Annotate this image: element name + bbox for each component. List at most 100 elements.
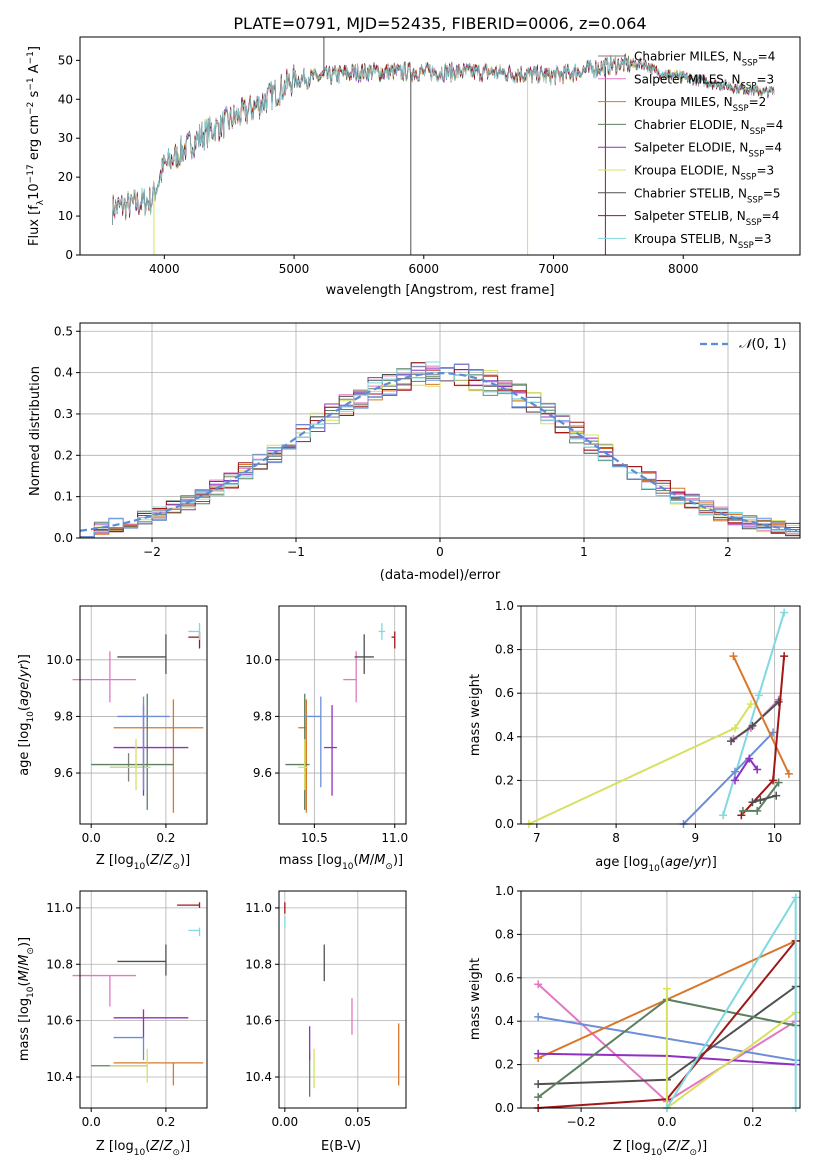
y-tick-label: 0.6 bbox=[495, 686, 514, 700]
x-tick-label: 0.2 bbox=[743, 1115, 762, 1129]
histogram-axes: −2 −1 0 1 2 0.0 0.1 0.2 0.3 0.4 0.5 bbox=[54, 324, 732, 559]
spectrum-ylabel: Flux [fλ10−17 erg cm−2 s−1 A−1] bbox=[26, 46, 46, 246]
histogram-step bbox=[79, 363, 800, 538]
y-tick-label: 0.4 bbox=[54, 366, 73, 380]
mass-vs-metallicity-panel: 0.0 0.2 10.4 10.6 10.8 11.0 bbox=[46, 890, 208, 1129]
spectrum-axes: 4000 5000 6000 7000 8000 0 10 20 30 40 50 bbox=[58, 53, 699, 276]
spectrum-legend: Chabrier MILES, NSSP=4 Salpeter MILES, NS… bbox=[598, 50, 783, 251]
legend-label: Kroupa STELIB, NSSP=3 bbox=[634, 232, 772, 251]
y-tick-label: 10.8 bbox=[46, 957, 73, 971]
mass-weight-vs-metallicity-panel: −0.2 0.0 0.2 0.0 0.2 0.4 0.6 0.8 1.0 bbox=[495, 884, 801, 1129]
y-tick-label: 9.8 bbox=[54, 709, 73, 723]
panel-frame bbox=[79, 890, 208, 1109]
x-tick-label: 0.0 bbox=[82, 1115, 101, 1129]
y-tick-label: 9.6 bbox=[54, 766, 73, 780]
legend-label: Salpeter MILES, NSSP=3 bbox=[634, 72, 774, 91]
y-tick-label: 10.0 bbox=[46, 653, 73, 667]
y-tick-label: 10.6 bbox=[245, 1014, 272, 1028]
mwAge-xlabel: age [log10(age/yr)] bbox=[595, 855, 717, 874]
histogram-xlabel: (data-model)/error bbox=[380, 568, 501, 583]
legend-label: Kroupa MILES, NSSP=2 bbox=[634, 95, 766, 114]
x-tick-label: 8 bbox=[612, 831, 620, 845]
x-tick-label: −0.2 bbox=[567, 1115, 596, 1129]
x-tick-label: 1 bbox=[580, 545, 588, 559]
y-tick-label: 10.8 bbox=[245, 957, 272, 971]
spectrum-xlabel: wavelength [Angstrom, rest frame] bbox=[326, 283, 555, 298]
x-tick-label: 0.0 bbox=[82, 831, 101, 845]
y-tick-label: 9.6 bbox=[253, 766, 272, 780]
spectrum-lines bbox=[112, 37, 775, 255]
x-tick-label: 0 bbox=[436, 545, 444, 559]
y-tick-label: 0.6 bbox=[495, 971, 514, 985]
panel-frame bbox=[278, 605, 407, 825]
residual-histogram-panel: 𝒩(0, 1) −2 −1 0 1 2 0.0 0.1 0.2 0.3 0.4 0.5 (data-… bbox=[28, 322, 801, 583]
y-tick-label: 11.0 bbox=[245, 901, 272, 915]
y-tick-label: 0.0 bbox=[495, 817, 514, 831]
x-tick-label: 0.05 bbox=[344, 1115, 371, 1129]
mass-weight-vs-age-panel: 7 8 9 10 0.0 0.2 0.4 0.6 0.8 1.0 bbox=[495, 599, 801, 845]
y-tick-label: 50 bbox=[58, 53, 73, 67]
mass-vs-extinction-panel: 0.00 0.05 10.4 10.6 10.8 11.0 bbox=[245, 890, 407, 1129]
x-tick-label: −2 bbox=[143, 545, 161, 559]
y-tick-label: 10.6 bbox=[46, 1014, 73, 1028]
x-tick-label: 4000 bbox=[149, 262, 180, 276]
y-tick-label: 11.0 bbox=[46, 901, 73, 915]
panel-frame bbox=[520, 605, 801, 825]
panel-frame bbox=[79, 605, 208, 825]
figure-title: PLATE=0791, MJD=52435, FIBERID=0006, z=0… bbox=[233, 14, 646, 33]
mwAge-ylabel: mass weight bbox=[468, 674, 483, 756]
y-tick-label: 0.1 bbox=[54, 490, 73, 504]
ageZ-ylabel: age [log10(age/yr)] bbox=[17, 654, 36, 776]
y-tick-label: 9.8 bbox=[253, 709, 272, 723]
y-tick-label: 10.4 bbox=[46, 1070, 73, 1084]
age-vs-metallicity-panel: 0.0 0.2 9.6 9.8 10.0 bbox=[46, 605, 208, 845]
y-tick-label: 0.5 bbox=[54, 324, 73, 338]
y-tick-label: 0.8 bbox=[495, 643, 514, 657]
y-tick-label: 1.0 bbox=[495, 884, 514, 898]
y-tick-label: 20 bbox=[58, 170, 73, 184]
x-tick-label: 11.0 bbox=[381, 831, 408, 845]
x-tick-label: 5000 bbox=[279, 262, 310, 276]
x-tick-label: 10 bbox=[767, 831, 782, 845]
series-line bbox=[528, 703, 752, 825]
spectrum-line bbox=[112, 55, 775, 226]
mwZ-ylabel: mass weight bbox=[468, 958, 483, 1040]
histogram-legend: 𝒩(0, 1) bbox=[700, 337, 786, 352]
y-tick-label: 0.3 bbox=[54, 407, 73, 421]
y-tick-label: 0.0 bbox=[54, 531, 73, 545]
y-tick-label: 1.0 bbox=[495, 599, 514, 613]
normal-curve bbox=[79, 372, 798, 532]
massZ-ylabel: mass [log10(M/M⊙)] bbox=[17, 937, 36, 1061]
age-vs-mass-panel: 10.5 11.0 9.6 9.8 10.0 bbox=[245, 605, 408, 845]
ageZ-xlabel: Z [log10(Z/Z⊙)] bbox=[96, 853, 190, 872]
ebv-xlabel: E(B-V) bbox=[321, 1139, 361, 1154]
panel-frame bbox=[520, 890, 801, 1109]
panel-frame bbox=[278, 890, 407, 1109]
legend-label: Chabrier STELIB, NSSP=5 bbox=[634, 186, 781, 205]
x-tick-label: 7000 bbox=[538, 262, 569, 276]
legend-label: Chabrier MILES, NSSP=4 bbox=[634, 50, 775, 69]
x-tick-label: 0.2 bbox=[156, 1115, 175, 1129]
x-tick-label: 2 bbox=[724, 545, 732, 559]
mwZ-xlabel: Z [log10(Z/Z⊙)] bbox=[613, 1139, 707, 1158]
x-tick-label: 0.00 bbox=[271, 1115, 298, 1129]
y-tick-label: 10 bbox=[58, 209, 73, 223]
series-line bbox=[732, 655, 790, 775]
y-tick-label: 0.2 bbox=[495, 1058, 514, 1072]
legend-label: Salpeter STELIB, NSSP=4 bbox=[634, 209, 779, 228]
legend-label: Chabrier ELODIE, NSSP=4 bbox=[634, 118, 783, 137]
y-tick-label: 0.2 bbox=[495, 773, 514, 787]
spectrum-panel: Chabrier MILES, NSSP=4 Salpeter MILES, NS… bbox=[26, 36, 801, 298]
histogram-steps bbox=[79, 361, 800, 538]
legend-label: Salpeter ELODIE, NSSP=4 bbox=[634, 141, 782, 160]
y-tick-label: 30 bbox=[58, 131, 73, 145]
x-tick-label: 6000 bbox=[409, 262, 440, 276]
y-tick-label: 0.4 bbox=[495, 730, 514, 744]
ageM-xlabel: mass [log10(M/M⊙)] bbox=[279, 853, 403, 872]
histogram-ylabel: Normed distribution bbox=[28, 366, 43, 496]
x-tick-label: −1 bbox=[287, 545, 305, 559]
massZ-xlabel: Z [log10(Z/Z⊙)] bbox=[96, 1139, 190, 1158]
y-tick-label: 0.0 bbox=[495, 1101, 514, 1115]
x-tick-label: 9 bbox=[692, 831, 700, 845]
